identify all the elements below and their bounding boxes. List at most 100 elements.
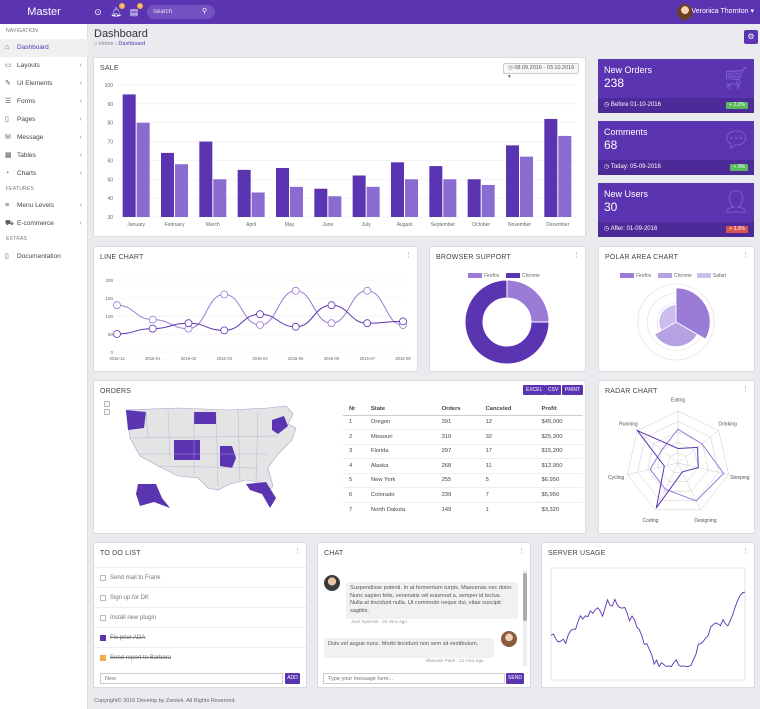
table-row[interactable]: 1 Oregon 391 12 $45,000 [343,414,583,430]
sidebar-item-layouts[interactable]: ▭ Layouts ‹ [0,57,88,75]
bar [467,179,481,217]
more-vertical-icon[interactable]: ⋮ [742,386,749,393]
state-oregon[interactable] [126,410,146,430]
cell-nr: 6 [343,487,365,502]
legend-label: Chrome [674,273,692,279]
user-avatar[interactable] [677,4,693,20]
chevron-left-icon: ‹ [79,80,82,87]
stat-card-comments[interactable]: Comments 68 💬︎ ◷ Today: 05-09-2016 + 3% [598,121,754,175]
chat-scrollbar-thumb[interactable] [523,573,527,621]
orders-table: Nr State Orders Canceled Profit 1 Oregon 3… [343,403,583,517]
state-north-dakota[interactable] [194,412,216,424]
col-state[interactable]: State [364,403,436,416]
print-button[interactable]: PRINT [562,385,583,395]
todo-checkbox[interactable] [100,575,106,581]
x-tick-label: 2016-03 [217,356,233,361]
state-missouri[interactable] [220,446,236,468]
search-input[interactable] [147,5,215,19]
chat-message-input[interactable] [323,673,505,684]
add-todo-button[interactable]: ADD [285,673,300,684]
send-button[interactable]: SEND [506,673,524,684]
sidebar-item-message[interactable]: ✉ Message ‹ [0,129,88,147]
todo-item[interactable]: Fix prior ADA [94,627,306,647]
todo-item[interactable]: Sign up for DK [94,587,306,607]
new-todo-input[interactable] [100,673,283,684]
col-profit[interactable]: Profit [535,403,583,416]
table-row[interactable]: 4 Alaska 268 11 $12,950 [343,458,583,473]
table-row[interactable]: 3 Florida 297 17 $15,200 [343,443,583,459]
col-orders[interactable]: Orders [435,403,480,416]
excel-button[interactable]: EXCEL [523,385,546,395]
sidebar-item-pages[interactable]: ▯ Pages ‹ [0,111,88,129]
y-tick-label: 50 [107,177,113,183]
radar-spoke [627,462,679,475]
table-row[interactable]: 2 Missouri 310 32 $25,300 [343,429,583,444]
sidebar-item-label: Menu Levels [17,202,54,209]
sidebar-item-dashboard[interactable]: ⌂ Dashboard [0,39,88,57]
zoom-out-button[interactable] [104,409,110,415]
todo-item[interactable]: Install new plugin [94,607,306,627]
state-florida[interactable] [246,482,276,508]
x-tick-label: 2016-02 [181,356,197,361]
sidebar-item-ecommerce[interactable]: ⛟ E-commerce ‹ [0,215,88,233]
user-menu[interactable]: Veronica Thornton ▾ [691,3,754,21]
stat-card-new-users[interactable]: New Users 30 👤︎ ◷ After: 01-09-2016 + 3.3… [598,183,754,237]
sidebar-item-ui-elements[interactable]: ✎ UI Elements ‹ [0,75,88,93]
compass-icon[interactable]: ⊙ [94,7,102,17]
todo-checkbox-checked[interactable] [100,635,106,641]
table-row[interactable]: 5 New York 255 5 $6,950 [343,472,583,488]
todo-item[interactable]: Send report to Barbara [94,647,306,667]
chevron-left-icon: ‹ [79,170,82,177]
sidebar-item-menu-levels[interactable]: ≡ Menu Levels ‹ [0,197,88,215]
more-vertical-icon[interactable]: ⋮ [742,548,749,555]
legend-chrome: Chrome [506,273,540,279]
y-tick-label: 50 [108,332,114,337]
envelope-icon: ✉ [5,134,11,141]
stat-card-new-orders[interactable]: New Orders 238 🛒︎ ◷ Before 01-10-2016 + 2… [598,59,754,113]
table-row[interactable]: 7 North Dakota 149 1 $3,320 [343,501,583,517]
sidebar-item-charts[interactable]: ◔ Charts ‹ [0,165,88,183]
cell-profit: $45,000 [535,414,583,430]
radar-grid [627,410,729,511]
sidebar-item-tables[interactable]: ▦ Tables ‹ [0,147,88,165]
todo-checkbox[interactable] [100,615,106,621]
table-row[interactable]: 6 Colorado 239 7 $5,950 [343,487,583,502]
sidebar-item-documentation[interactable]: ▯ Documentation [0,248,88,266]
settings-gear-icon[interactable]: ⚙ [744,30,758,44]
csv-button[interactable]: CSV [545,385,562,395]
polar-segment [675,287,711,340]
search-icon[interactable]: ⚲ [202,8,208,15]
inbox-icon[interactable]: ▤ 5 [129,3,143,17]
more-vertical-icon[interactable]: ⋮ [742,252,749,259]
breadcrumb-home[interactable]: Home [98,41,114,47]
bell-icon[interactable]: 🔔︎ 3 [110,3,125,17]
more-vertical-icon[interactable]: ⋮ [294,548,301,555]
more-vertical-icon[interactable]: ⋮ [518,548,525,555]
state-alaska[interactable] [136,484,170,508]
todo-checkbox-checked[interactable] [100,655,106,661]
zoom-in-button[interactable] [104,401,110,407]
legend-label: Firefox [484,273,500,279]
sidebar-item-forms[interactable]: ☰ Forms ‹ [0,93,88,111]
more-vertical-icon[interactable]: ⋮ [405,252,412,259]
us-orders-map[interactable] [118,398,308,518]
bar [314,188,328,217]
cell-canceled: 7 [479,487,536,502]
radar-series [649,428,725,502]
state-colorado[interactable] [174,440,200,460]
sidebar-header-navigation: NAVIGATION [6,28,39,34]
page-title: Dashboard [94,28,148,40]
browser-support-title: BROWSER SUPPORT [436,254,511,261]
chat-message: Duis vel augue nunc. Morbi tincidunt non… [324,638,494,658]
sidebar-item-label: Documentation [17,253,61,260]
brand-logo[interactable]: Master [27,6,61,18]
state-new-york[interactable] [272,416,288,434]
todo-item[interactable]: Send mail to Frank [94,567,306,587]
more-vertical-icon[interactable]: ⋮ [573,252,580,259]
col-nr[interactable]: Nr [343,403,365,416]
radar-grid [637,421,719,501]
col-canceled[interactable]: Canceled [479,403,536,416]
todo-checkbox[interactable] [100,595,106,601]
date-range-picker[interactable]: ◷ 08.09.2016 - 03.10.2016 ▾ [503,63,579,80]
bar [481,184,495,217]
